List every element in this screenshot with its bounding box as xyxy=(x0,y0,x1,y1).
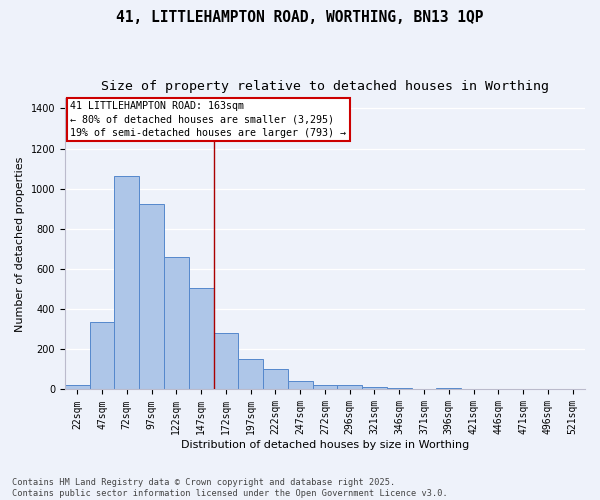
Bar xyxy=(436,388,461,390)
Bar xyxy=(288,381,313,390)
Bar xyxy=(164,257,189,390)
X-axis label: Distribution of detached houses by size in Worthing: Distribution of detached houses by size … xyxy=(181,440,469,450)
Bar xyxy=(238,360,263,390)
Bar xyxy=(89,322,115,390)
Text: 41, LITTLEHAMPTON ROAD, WORTHING, BN13 1QP: 41, LITTLEHAMPTON ROAD, WORTHING, BN13 1… xyxy=(116,10,484,25)
Bar xyxy=(115,176,139,390)
Y-axis label: Number of detached properties: Number of detached properties xyxy=(15,156,25,332)
Bar xyxy=(313,385,337,390)
Bar xyxy=(214,334,238,390)
Bar xyxy=(263,370,288,390)
Text: Contains HM Land Registry data © Crown copyright and database right 2025.
Contai: Contains HM Land Registry data © Crown c… xyxy=(12,478,448,498)
Text: 41 LITTLEHAMPTON ROAD: 163sqm
← 80% of detached houses are smaller (3,295)
19% o: 41 LITTLEHAMPTON ROAD: 163sqm ← 80% of d… xyxy=(70,101,346,138)
Bar xyxy=(337,386,362,390)
Bar xyxy=(362,388,387,390)
Bar xyxy=(139,204,164,390)
Bar xyxy=(189,288,214,390)
Title: Size of property relative to detached houses in Worthing: Size of property relative to detached ho… xyxy=(101,80,549,93)
Bar xyxy=(387,388,412,390)
Bar xyxy=(65,386,89,390)
